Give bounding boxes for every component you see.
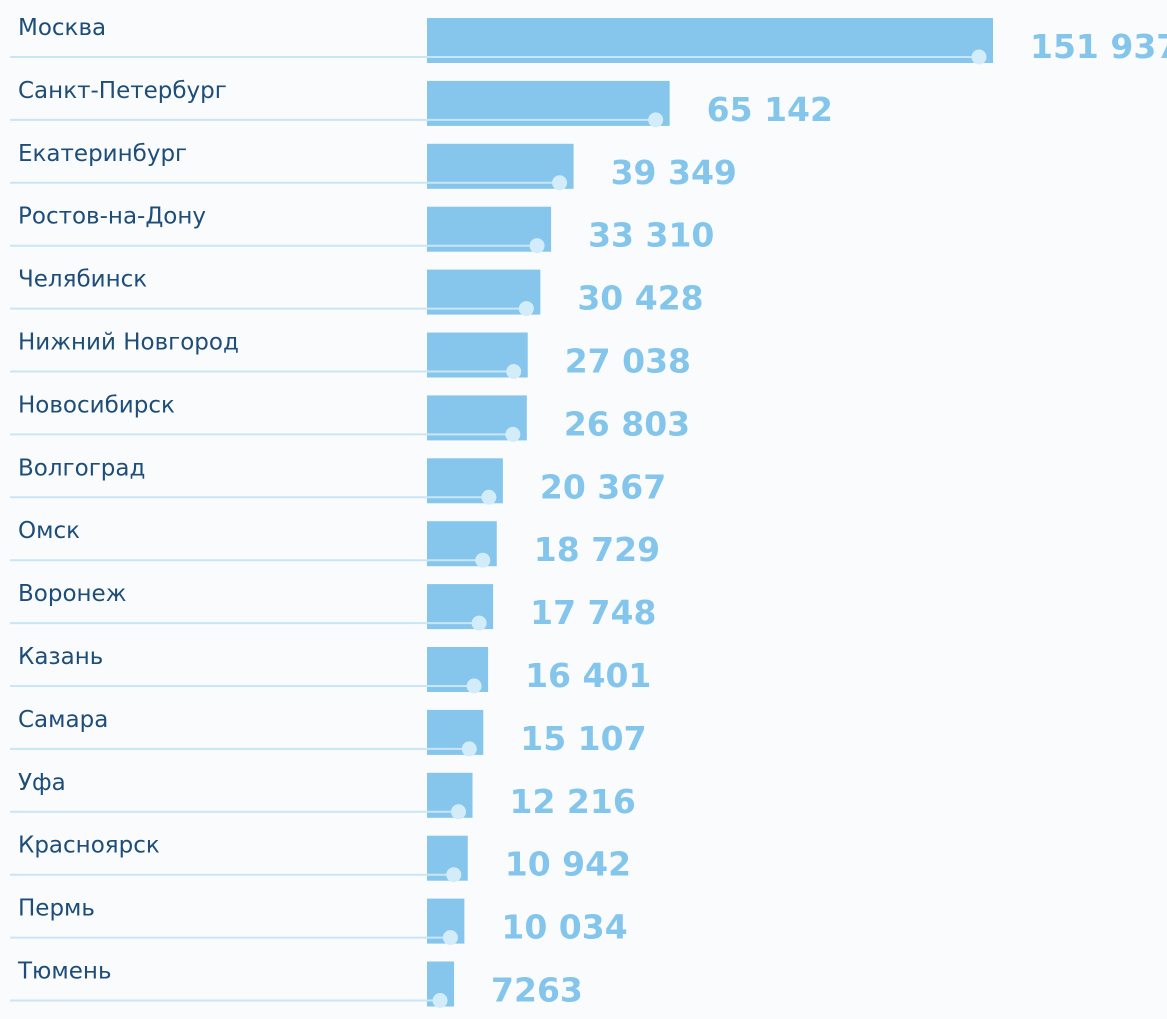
category-label: Санкт-Петербург: [18, 78, 227, 104]
bar-end-marker: [461, 741, 477, 757]
bar-end-marker: [506, 364, 522, 379]
data-label: 15 107: [520, 719, 646, 758]
bar: [427, 80, 670, 126]
bar-row: Пермь 10 034: [10, 896, 628, 947]
bar-row: Самара 15 107: [10, 707, 647, 758]
bar: [427, 18, 993, 63]
data-label: 10 034: [501, 908, 627, 947]
bar: [427, 143, 574, 189]
data-label: 18 729: [534, 530, 660, 569]
bar-row: Тюмень 7263: [10, 959, 583, 1010]
category-label: Пермь: [18, 896, 95, 922]
category-label: Омск: [18, 518, 80, 544]
category-label: Волгоград: [18, 455, 145, 481]
data-label: 33 310: [588, 216, 714, 255]
bar-row: Новосибирск 26 803: [10, 392, 690, 443]
bar-row: Воронеж 17 748: [10, 581, 656, 632]
category-label: Самара: [18, 707, 108, 733]
category-label: Ростов-на-Дону: [18, 204, 206, 230]
category-label: Челябинск: [18, 267, 147, 293]
category-label: Красноярск: [18, 833, 160, 859]
data-label: 16 401: [525, 656, 651, 695]
bar-end-marker: [442, 930, 458, 946]
data-label: 26 803: [564, 404, 690, 443]
category-label: Уфа: [18, 770, 66, 796]
bar-end-marker: [529, 238, 545, 254]
category-label: Екатеринбург: [18, 141, 187, 167]
bar-row: Омск 18 729: [10, 518, 660, 569]
bar-end-marker: [475, 552, 491, 568]
data-label: 20 367: [540, 467, 666, 506]
bar-end-marker: [481, 489, 497, 505]
category-label: Воронеж: [18, 581, 126, 607]
bar-row: Казань 16 401: [10, 644, 651, 695]
data-label: 65 142: [707, 90, 833, 129]
bar-end-marker: [471, 615, 487, 631]
bar-end-marker: [971, 49, 987, 65]
data-label: 27 038: [565, 342, 691, 381]
bar-end-marker: [446, 867, 462, 883]
bar-row: Челябинск 30 428: [10, 267, 704, 318]
bar-row: Екатеринбург 39 349: [10, 141, 737, 192]
data-label: 151 937: [1030, 27, 1167, 66]
bar-end-marker: [505, 426, 521, 442]
category-label: Нижний Новгород: [18, 330, 239, 356]
bar-row: Красноярск 10 942: [10, 833, 631, 884]
bar-end-marker: [432, 993, 448, 1008]
bar-row: Санкт-Петербург 65 142: [10, 78, 833, 129]
category-label: Тюмень: [17, 959, 112, 985]
bar-row: Волгоград 20 367: [10, 455, 666, 506]
bar-row: Нижний Новгород 27 038: [10, 330, 691, 381]
bar-end-marker: [518, 301, 534, 317]
bar-end-marker: [466, 678, 482, 694]
data-label: 17 748: [530, 593, 656, 632]
bar-end-marker: [648, 112, 664, 128]
bar-row: Москва 151 937: [10, 15, 1167, 66]
bar-row: Уфа 12 216: [10, 770, 636, 821]
data-label: 10 942: [505, 845, 631, 884]
data-label: 12 216: [510, 782, 636, 821]
category-label: Казань: [18, 644, 103, 670]
category-label: Москва: [18, 15, 106, 41]
data-label: 30 428: [577, 279, 703, 318]
data-label: 39 349: [611, 153, 737, 192]
data-label: 7263: [491, 971, 583, 1010]
category-label: Новосибирск: [18, 392, 175, 418]
bar-end-marker: [451, 804, 467, 820]
bar-end-marker: [552, 175, 568, 191]
bar-row: Ростов-на-Дону 33 310: [10, 204, 714, 255]
